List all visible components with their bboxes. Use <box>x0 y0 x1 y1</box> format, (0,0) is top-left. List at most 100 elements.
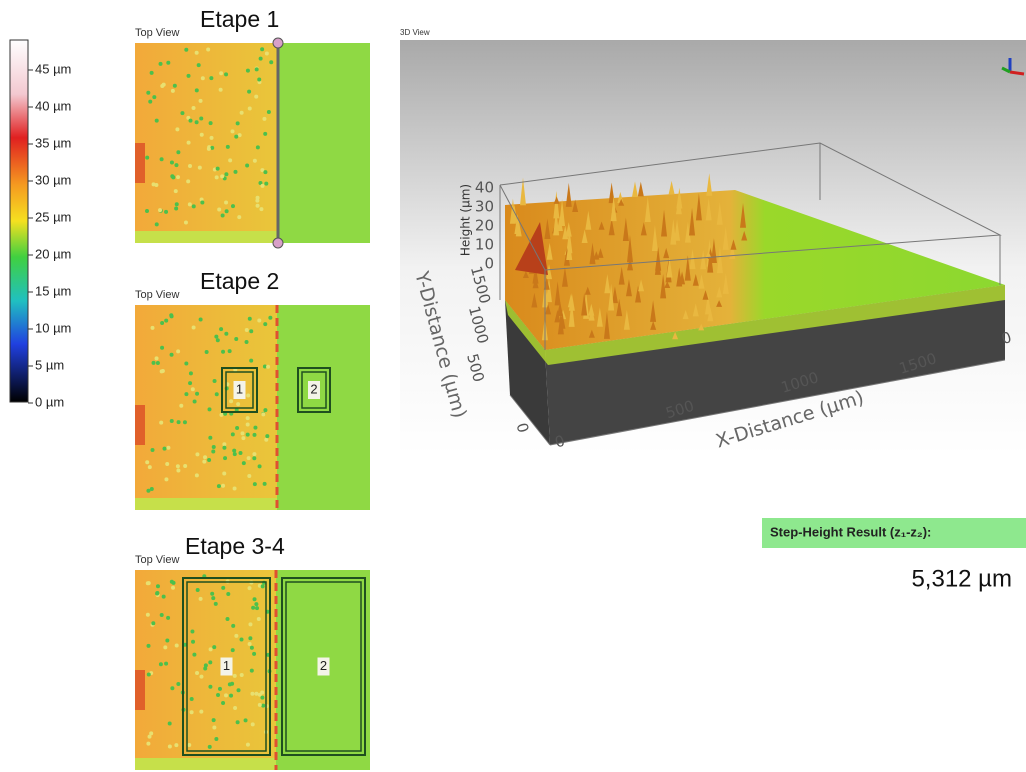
surface-map-edge <box>135 670 145 710</box>
surface-dot <box>224 209 229 214</box>
colorbar-label: 15 µm <box>35 283 71 298</box>
surface-dot <box>234 407 239 412</box>
surface-dot <box>160 321 165 326</box>
view-caption: 3D View <box>400 28 430 37</box>
surface-dot <box>174 163 179 168</box>
top-view-panel: Top View Etape 2 1 2 <box>135 268 370 510</box>
surface-spike <box>597 248 604 258</box>
surface-dot <box>170 88 175 93</box>
surface-spike <box>716 246 723 274</box>
surface-edge <box>505 285 1005 365</box>
surface-dot <box>217 207 222 212</box>
surface-dot <box>258 56 263 61</box>
surface-dot <box>208 684 213 689</box>
surface-dot <box>145 155 150 160</box>
surface-dot <box>241 461 246 466</box>
surface-spike <box>684 221 691 243</box>
surface-spike <box>545 277 552 303</box>
surface <box>505 190 1005 350</box>
surface-dot <box>209 135 214 140</box>
surface-dot <box>232 673 237 678</box>
surface-dot <box>190 629 195 634</box>
surface-map-strip <box>135 498 277 510</box>
surface-dot <box>191 106 196 111</box>
surface-dot <box>248 622 253 627</box>
surface-spike <box>730 239 737 250</box>
surface-dot <box>243 718 248 723</box>
region-label-bg <box>233 381 246 399</box>
surface-dot <box>221 349 226 354</box>
surface-spike <box>554 309 561 323</box>
surface-dot <box>186 73 191 78</box>
surface-dot <box>174 743 179 748</box>
colorbar-label: 30 µm <box>35 172 71 187</box>
surface-dot <box>246 456 251 461</box>
surface-spike <box>631 181 638 198</box>
surface-spike <box>663 247 670 259</box>
surface-spike <box>546 242 553 260</box>
surface-dot <box>235 121 240 126</box>
surface-dot <box>214 334 219 339</box>
surface-spike <box>674 219 681 241</box>
surface-dot <box>197 165 202 170</box>
surface-dot <box>154 222 159 227</box>
surface-dot <box>266 364 271 369</box>
surface-dot <box>165 462 170 467</box>
surface-spike <box>509 198 516 224</box>
colorbar-label: 20 µm <box>35 246 71 261</box>
surface-dot <box>186 115 191 120</box>
surface-spike <box>553 190 560 219</box>
surface-spike <box>702 290 709 300</box>
surface-dot <box>263 170 268 175</box>
surface-map-orange <box>135 43 278 231</box>
surface-dot <box>146 488 151 493</box>
surface-dot <box>145 209 150 214</box>
surface-dot <box>167 744 172 749</box>
surface-spike <box>705 251 712 258</box>
surface-dot <box>165 638 170 643</box>
surface-spike <box>608 182 615 204</box>
surface-dot <box>159 613 164 618</box>
surface-dot <box>250 722 255 727</box>
surface-dot <box>220 174 225 179</box>
surface-dot <box>252 432 257 437</box>
surface-dot <box>154 183 159 188</box>
surface-dot <box>247 642 252 647</box>
surface-spike <box>603 311 610 339</box>
surface-dot <box>260 183 265 188</box>
surface-dot <box>179 403 184 408</box>
surface-spike <box>561 266 568 287</box>
surface-dot <box>211 718 216 723</box>
panel-caption: Top View <box>135 554 179 566</box>
surface-dot <box>189 697 194 702</box>
surface-spike <box>692 303 699 317</box>
surface-dot <box>146 90 151 95</box>
surface-dot <box>195 391 200 396</box>
surface-dot <box>266 109 271 114</box>
surface-spike <box>546 264 553 280</box>
surface-dot <box>176 349 181 354</box>
surface-dot <box>264 181 269 186</box>
surface-dot <box>182 420 187 425</box>
surface-dot <box>176 150 181 155</box>
surface-dot <box>221 483 226 488</box>
surface-dot <box>198 596 203 601</box>
colorbar-label: 5 µm <box>35 357 64 372</box>
surface-dot <box>254 67 259 72</box>
surface-spike <box>740 202 747 228</box>
surface-dot <box>159 369 164 374</box>
result-label: Step-Height Result (z₁-z₂): <box>770 524 931 539</box>
surface-dot <box>252 456 257 461</box>
surface-spike <box>581 292 588 316</box>
surface-dot <box>154 118 159 123</box>
surface-dot <box>190 387 195 392</box>
surface-spike <box>706 173 713 196</box>
surface-dot <box>195 587 200 592</box>
surface-dot <box>249 358 254 363</box>
surface-dot <box>232 486 237 491</box>
profile-handle <box>272 37 284 49</box>
surface-dot <box>245 742 250 747</box>
surface-spike <box>635 285 642 303</box>
region-label: 1 <box>223 658 230 673</box>
surface-dot <box>234 633 239 638</box>
